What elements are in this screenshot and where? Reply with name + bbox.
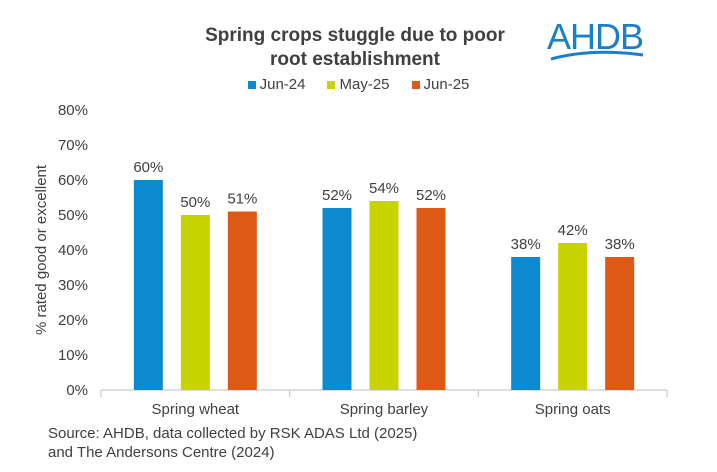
chart-title: Spring crops stuggle due to poor root es…: [150, 24, 560, 72]
bar: [511, 257, 541, 390]
chart-title-line-2: root establishment: [270, 49, 440, 70]
bar: [605, 257, 635, 390]
bar: [180, 215, 210, 390]
legend-item-jun-25: Jun-25: [411, 76, 470, 93]
ahdb-logo-text: AHDB: [547, 16, 644, 57]
y-tick-label: 60%: [58, 172, 88, 189]
x-tick-label: Spring oats: [535, 401, 611, 418]
y-tick-label: 10%: [58, 347, 88, 364]
data-label: 50%: [180, 194, 210, 211]
y-tick-label: 70%: [58, 137, 88, 154]
data-label: 51%: [227, 191, 257, 208]
chart-legend: Jun-24 May-25 Jun-25: [0, 76, 717, 93]
data-label: 60%: [133, 159, 163, 176]
data-label: 52%: [416, 187, 446, 204]
legend-swatch: [247, 80, 256, 89]
y-tick-label: 80%: [58, 102, 88, 119]
data-label: 54%: [369, 180, 399, 197]
legend-label: May-25: [339, 76, 390, 93]
bar: [227, 211, 257, 390]
y-tick-label: 40%: [58, 242, 88, 259]
bar: [369, 201, 399, 390]
legend-swatch: [327, 80, 336, 89]
legend-item-may-25: May-25: [327, 76, 390, 93]
legend-label: Jun-24: [259, 76, 306, 93]
legend-item-jun-24: Jun-24: [247, 76, 306, 93]
data-label: 42%: [558, 222, 588, 239]
y-tick-label: 0%: [66, 382, 88, 399]
chart-title-line-1: Spring crops stuggle due to poor: [205, 25, 505, 46]
bar: [133, 180, 163, 390]
data-label: 52%: [322, 187, 352, 204]
ahdb-logo: AHDB: [547, 12, 647, 64]
y-axis-label: % rated good or excellent: [33, 164, 50, 335]
data-label: 38%: [605, 236, 635, 253]
bar: [416, 208, 446, 390]
x-tick-label: Spring barley: [340, 401, 429, 418]
source-line-2: and The Andersons Centre (2024): [48, 444, 275, 461]
bar: [322, 208, 352, 390]
y-tick-label: 30%: [58, 277, 88, 294]
bar: [558, 243, 588, 390]
x-tick-label: Spring wheat: [152, 401, 240, 418]
source-note: Source: AHDB, data collected by RSK ADAS…: [48, 424, 417, 462]
legend-label: Jun-25: [423, 76, 470, 93]
y-tick-label: 20%: [58, 312, 88, 329]
source-line-1: Source: AHDB, data collected by RSK ADAS…: [48, 425, 418, 442]
legend-swatch: [411, 80, 420, 89]
y-tick-label: 50%: [58, 207, 88, 224]
ahdb-logo-swoosh-icon: [550, 50, 644, 61]
data-label: 38%: [511, 236, 541, 253]
